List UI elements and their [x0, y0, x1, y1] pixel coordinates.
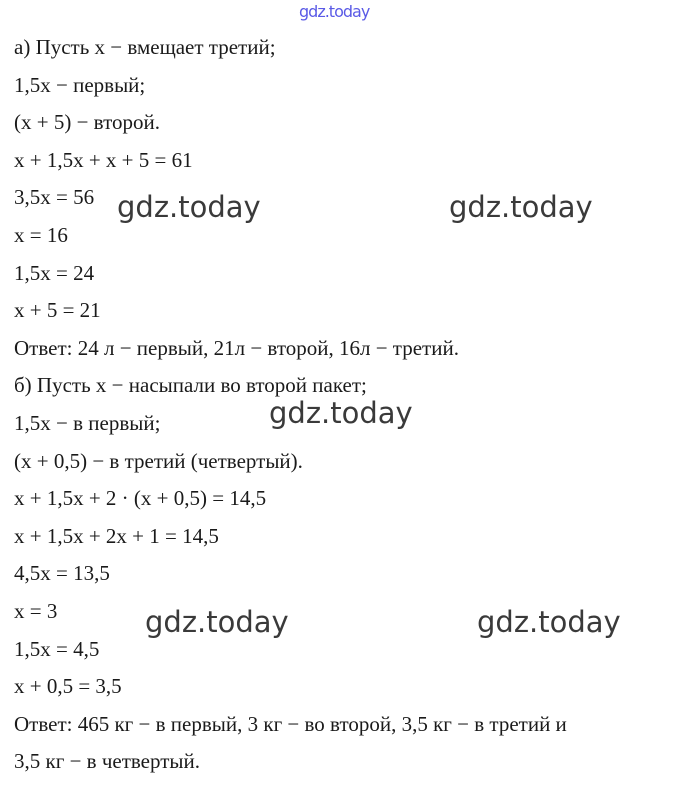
solution-line: 1,5x − первый;: [14, 72, 146, 97]
solution-line: x + 0,5 = 3,5: [14, 674, 122, 699]
solution-line: 1,5x = 24: [14, 260, 95, 285]
watermark: gdz.today: [145, 605, 289, 639]
answer-line: 3,5 кг − в четвертый.: [14, 749, 200, 774]
solution-line: а) Пусть x − вмещает третий;: [14, 35, 276, 59]
watermark: gdz.today: [477, 605, 621, 639]
solution-line: x = 16: [14, 222, 68, 247]
solution-line: 4,5x = 13,5: [14, 561, 110, 586]
solution-line: x + 1,5x + 2x + 1 = 14,5: [14, 523, 219, 548]
solution-line: x = 3: [14, 598, 58, 623]
watermark: gdz.today: [449, 190, 593, 224]
watermark: gdz.today: [269, 396, 413, 430]
solution-line: x + 1,5x + x + 5 = 61: [14, 147, 193, 172]
watermark: gdz.today: [117, 190, 261, 224]
solution-line: x + 1,5x + 2 · (x + 0,5) = 14,5: [14, 486, 267, 511]
answer-line: Ответ: 465 кг − в первый, 3 кг − во втор…: [14, 711, 567, 736]
solution-line: (x + 5) − второй.: [14, 110, 160, 135]
solution-text: а) Пусть x − вмещает третий; 1,5x − перв…: [14, 32, 567, 784]
answer-line: Ответ: 24 л − первый, 21л − второй, 16л …: [14, 335, 459, 360]
solution-line: 1,5x − в первый;: [14, 410, 161, 435]
solution-line: x + 5 = 21: [14, 298, 101, 323]
solution-line: (x + 0,5) − в третий (четвертый).: [14, 448, 303, 473]
solution-line: б) Пусть x − насыпали во второй пакет;: [14, 373, 367, 398]
solution-line: 3,5x = 56: [14, 185, 95, 210]
watermark-top: gdz.today: [299, 2, 370, 21]
solution-line: 1,5x = 4,5: [14, 636, 100, 661]
